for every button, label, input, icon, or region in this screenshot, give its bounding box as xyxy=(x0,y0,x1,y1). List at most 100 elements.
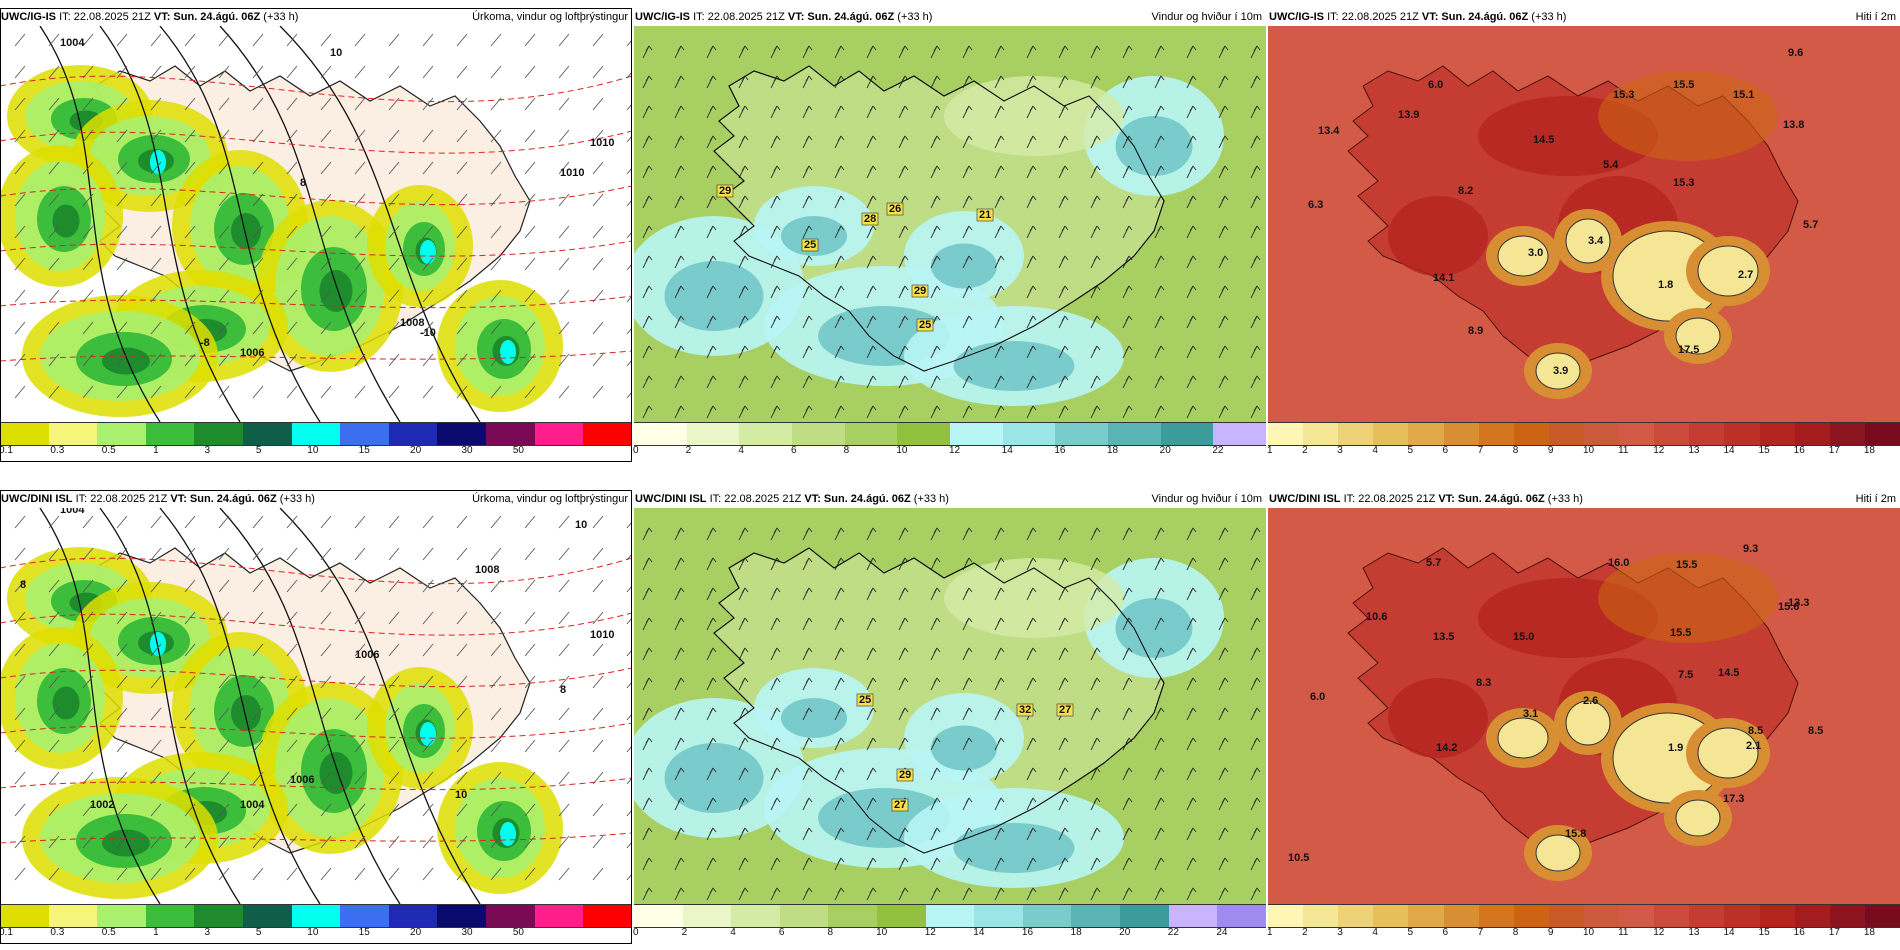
lead-time: (+33 h) xyxy=(913,493,949,505)
temp-map-canvas: 6.0 13.4 13.9 6.3 8.2 14.5 15.3 15.5 15.1 9.6 13.8… xyxy=(1268,26,1900,422)
scale-tick-label: 15 xyxy=(358,927,370,938)
run-info: UWC/DINI ISL IT: 22.08.2025 21Z VT: Sun.… xyxy=(635,490,949,508)
scale-swatch xyxy=(634,423,687,445)
scale-swatch xyxy=(1303,905,1339,927)
scale-swatch xyxy=(437,905,487,927)
map-value-label: 8.5 xyxy=(1808,725,1823,737)
scale-tick-label: 4 xyxy=(730,927,736,938)
map-value-label: 1008 xyxy=(400,317,424,329)
panel-header: UWC/IG-IS IT: 22.08.2025 21Z VT: Sun. 24… xyxy=(0,8,632,26)
map-value-label: 10 xyxy=(455,789,467,801)
scale-tick-label: 50 xyxy=(512,927,524,938)
scale-tick-label: 5 xyxy=(1407,927,1413,938)
map-value-label: 15.5 xyxy=(1670,627,1691,639)
map-value-label: 15.1 xyxy=(1733,89,1754,101)
lead-time: (+33 h) xyxy=(263,11,299,23)
scale-tick-label: 30 xyxy=(461,445,473,456)
init-time: IT: 22.08.2025 21Z xyxy=(59,11,151,23)
scale-tick-label: 0.5 xyxy=(101,445,116,456)
scale-swatch xyxy=(1373,905,1409,927)
map-value-label: 2.1 xyxy=(1746,740,1761,752)
map-value-label: 13.5 xyxy=(1433,631,1454,643)
scale-tick-label: 4 xyxy=(738,445,744,456)
scale-tick-label: 16 xyxy=(1793,927,1805,938)
scale-tick-label: 24 xyxy=(1216,927,1228,938)
scale-swatch xyxy=(243,423,292,445)
init-time: IT: 22.08.2025 21Z xyxy=(1327,11,1419,23)
color-scale: 0 2 4 6 8 10 12 14 16 18 20 22 24 xyxy=(633,904,1266,944)
scale-swatch xyxy=(1829,905,1865,927)
scale-tick-label: 3 xyxy=(1337,445,1343,456)
map-value-label: 28 xyxy=(864,213,876,225)
map-value-label: 8 xyxy=(300,177,306,189)
precip-map-canvas: 1004 1006 1008 1006 1002 1004 10 8 10 8 1010 xyxy=(0,508,632,904)
map-value-label: 15.5 xyxy=(1676,559,1697,571)
gust-box xyxy=(1056,703,1074,717)
scale-swatch xyxy=(1120,905,1169,927)
gust-box xyxy=(916,318,934,332)
map-value-label: 21 xyxy=(979,209,991,221)
gust-box xyxy=(801,238,819,252)
scale-swatch xyxy=(1408,423,1444,445)
map-value-label: 17.3 xyxy=(1723,793,1744,805)
scale-tick-label: 10 xyxy=(896,445,908,456)
map-value-label: 3.1 xyxy=(1523,708,1538,720)
scale-tick-label: 10 xyxy=(307,445,319,456)
wind-map-canvas: 25 32 27 29 27 xyxy=(634,508,1266,904)
scale-swatch xyxy=(340,905,389,927)
field-label: Hiti í 2m xyxy=(1855,11,1896,23)
scale-swatch xyxy=(291,423,341,445)
map-value-label: 25 xyxy=(859,694,871,706)
field-label: Úrkoma, vindur og loftþrýstingur xyxy=(472,493,628,505)
scale-swatch xyxy=(583,423,632,445)
scale-swatch xyxy=(0,423,49,445)
map-value-label: 9.3 xyxy=(1743,543,1758,555)
scale-tick-label: 6 xyxy=(1442,445,1449,456)
map-value-label: 1006 xyxy=(290,774,314,786)
init-time: IT: 22.08.2025 21Z xyxy=(1343,493,1436,505)
panel-header: UWC/DINI ISL IT: 22.08.2025 21Z VT: Sun.… xyxy=(634,490,1266,508)
scale-tick-label: 6 xyxy=(791,445,797,456)
init-time: IT: 22.08.2025 21Z xyxy=(709,493,802,505)
valid-time: VT: Sun. 24.ágú. 06Z xyxy=(170,493,277,505)
scale-tick-label: 9 xyxy=(1547,445,1554,456)
map-value-label: 29 xyxy=(899,769,911,781)
scale-tick-label: 3 xyxy=(1337,927,1343,938)
color-scale: 0 2 4 6 8 10 12 14 16 18 20 22 xyxy=(633,422,1267,462)
scale-tick-label: 10 xyxy=(1583,927,1595,938)
scale-swatch xyxy=(583,905,632,927)
map-value-label: 10 xyxy=(575,519,587,531)
map-value-label: 2.7 xyxy=(1738,269,1753,281)
map-value-label: 8.2 xyxy=(1458,185,1473,197)
panel-frame xyxy=(0,490,632,944)
lead-time: (+33 h) xyxy=(279,493,315,505)
panel-uwcdiniisl-precip: UWC/DINI ISL IT: 22.08.2025 21Z VT: Sun.… xyxy=(0,490,632,950)
scale-swatch xyxy=(877,905,926,927)
scale-tick-label: 1 xyxy=(153,927,159,938)
map-value-label: 15.8 xyxy=(1565,828,1586,840)
map-value-label: 6.0 xyxy=(1428,79,1443,91)
scale-swatch xyxy=(534,905,584,927)
map-value-label: 1006 xyxy=(240,347,264,359)
scale-swatch xyxy=(828,905,878,927)
map-value-label: 8.3 xyxy=(1476,677,1491,689)
map-value-label: 1008 xyxy=(475,564,499,576)
scale-tick-label: 13 xyxy=(1688,927,1700,938)
scale-swatch xyxy=(145,423,195,445)
panel-header: UWC/DINI ISL IT: 22.08.2025 21Z VT: Sun.… xyxy=(1268,490,1900,508)
scale-swatch xyxy=(731,905,780,927)
scale-tick-label: 0.1 xyxy=(0,927,13,938)
map-value-label: 13.9 xyxy=(1398,109,1419,121)
scale-tick-label: 20 xyxy=(1119,927,1131,938)
scale-swatch xyxy=(1002,423,1056,445)
field-label: Vindur og hviður í 10m xyxy=(1151,11,1262,23)
map-value-label: 27 xyxy=(894,799,906,811)
model-name: UWC/IG-IS xyxy=(1,11,56,23)
scale-swatch xyxy=(1338,905,1374,927)
scale-tick-label: 18 xyxy=(1070,927,1082,938)
scale-swatch xyxy=(1829,423,1865,445)
precip-map: 1004 1006 1008 1006 1002 1004 10 8 10 8 1010 xyxy=(0,508,632,904)
map-value-label: 2.6 xyxy=(1583,695,1598,707)
map-value-label: 25 xyxy=(804,239,816,251)
